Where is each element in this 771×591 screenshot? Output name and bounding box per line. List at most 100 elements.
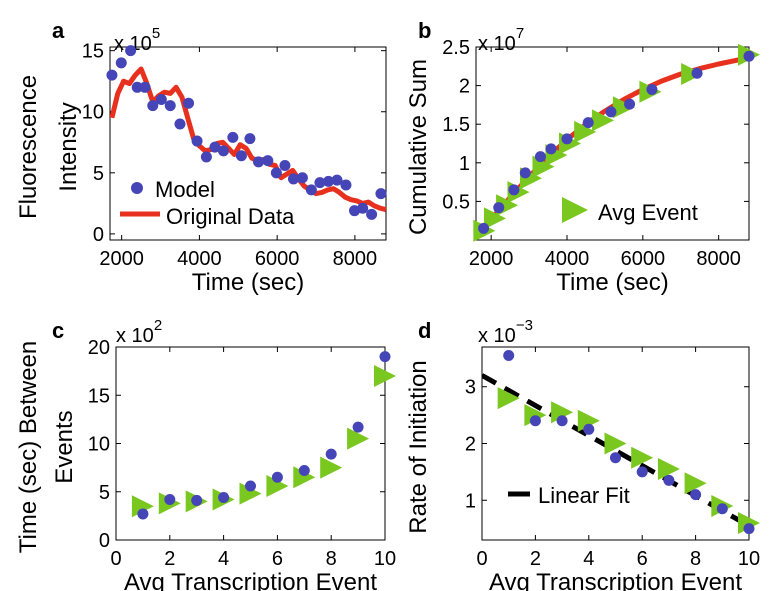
model-point [340,179,352,191]
y-axis-label-line: Cumulative Sum [405,59,432,235]
multiplier-base: x 10 [114,33,152,55]
axes-box [115,346,386,541]
model-point [164,493,176,505]
y-tick-label: 2.5 [442,37,470,59]
multiplier-exponent: 7 [516,25,524,42]
y-axis-label: Fluorescence Intensity [15,75,82,219]
x-tick-label: 8 [690,548,701,570]
panel-b: 2000 4000 6000 8000 0.5 1 1.5 2 2.5 x 107 b Time (s… [405,18,760,296]
model-point [235,150,247,162]
y-tick-label: 10 [88,434,110,456]
y-tick-label: 15 [88,385,110,407]
x-tick-label: 6000 [621,248,666,270]
axes-box [109,46,387,241]
model-point [325,448,337,460]
model-point [331,174,343,186]
multiplier-base: x 10 [478,325,516,347]
legend-label-linear-fit: Linear Fit [538,483,630,508]
x-tick-label: 4 [218,548,229,570]
multiplier-exponent: 2 [154,317,162,334]
model-point [137,508,149,520]
y-axis-label: Cumulative Sum [405,59,432,235]
avg-event-marker [483,207,506,230]
model-point [279,159,291,171]
model-point [743,523,755,535]
x-tick-label: 0 [110,548,121,570]
avg-event-marker [612,96,635,119]
avg-event-marker [738,511,760,534]
panel-letter: b [418,18,431,43]
legend: Linear Fit [508,483,630,508]
model-point [106,69,118,81]
y-axis-label-line: Rate of Initiation [405,360,432,533]
avg-event-marker [684,472,707,495]
model-point [508,184,520,196]
x-tick-label: 2 [164,548,175,570]
model-point [270,167,282,179]
model-point [244,133,256,145]
model-point [322,175,334,187]
avg-event-marker [524,404,547,427]
model-point [125,45,137,57]
axes-box [475,46,750,241]
model-point [624,98,636,110]
model-point [147,100,159,112]
model-point [352,421,364,433]
multiplier-exponent: −3 [516,317,533,334]
panel-letter: c [52,318,64,343]
axis-multiplier: x 107 [478,25,524,55]
legend-label-original-data: Original Data [166,204,295,229]
model-point [287,173,299,185]
avg-event-marker [374,364,396,387]
y-tick-label: 2 [465,434,476,456]
model-point [183,97,195,109]
avg-event-marker [347,427,370,450]
y-tick-label: 1 [465,490,476,512]
y-axis-label-line: Events [51,410,78,483]
model-point [262,155,274,167]
model-point [691,67,703,79]
y-axis-label: Time (sec) Between Events [15,341,78,554]
model-point [155,94,167,106]
y-axis-label: Rate of Initiation [405,360,432,533]
model-point [605,106,617,118]
x-tick-label: 8 [326,548,337,570]
y-tick-label: 1.5 [442,114,470,136]
model-point [636,466,648,478]
model-point [545,143,557,155]
model-point [174,118,186,130]
y-tick-label: 1 [459,153,470,175]
model-point [519,167,531,179]
y-axis-label-line: Fluorescence [15,75,42,219]
avg-event-marker [577,409,600,432]
x-tick-label: 4000 [545,248,590,270]
axis-multiplier: x 102 [116,317,162,347]
y-tick-label: 2 [459,76,470,98]
model-point [690,489,702,501]
avg-event-marker [631,446,654,469]
avg-event-marker [657,458,680,481]
model-point [296,172,308,184]
x-tick-label: 4000 [177,248,222,270]
model-point [366,208,378,220]
x-tick-label: 10 [738,548,760,570]
y-tick-label: 0 [99,530,110,552]
y-tick-label: 5 [99,482,110,504]
model-point [314,177,326,189]
model-point [298,465,310,477]
model-point [493,202,505,214]
legend: Avg Event [562,197,698,225]
x-tick-label: 6 [637,548,648,570]
multiplier-exponent: 5 [152,25,160,42]
avg-event-marker [131,495,154,518]
x-tick-label: 8000 [333,248,378,270]
model-point [164,100,176,112]
model-point [305,184,317,196]
x-tick-label: 6 [272,548,283,570]
axis-multiplier: x 105 [114,25,160,55]
avg-event-marker [604,432,627,455]
